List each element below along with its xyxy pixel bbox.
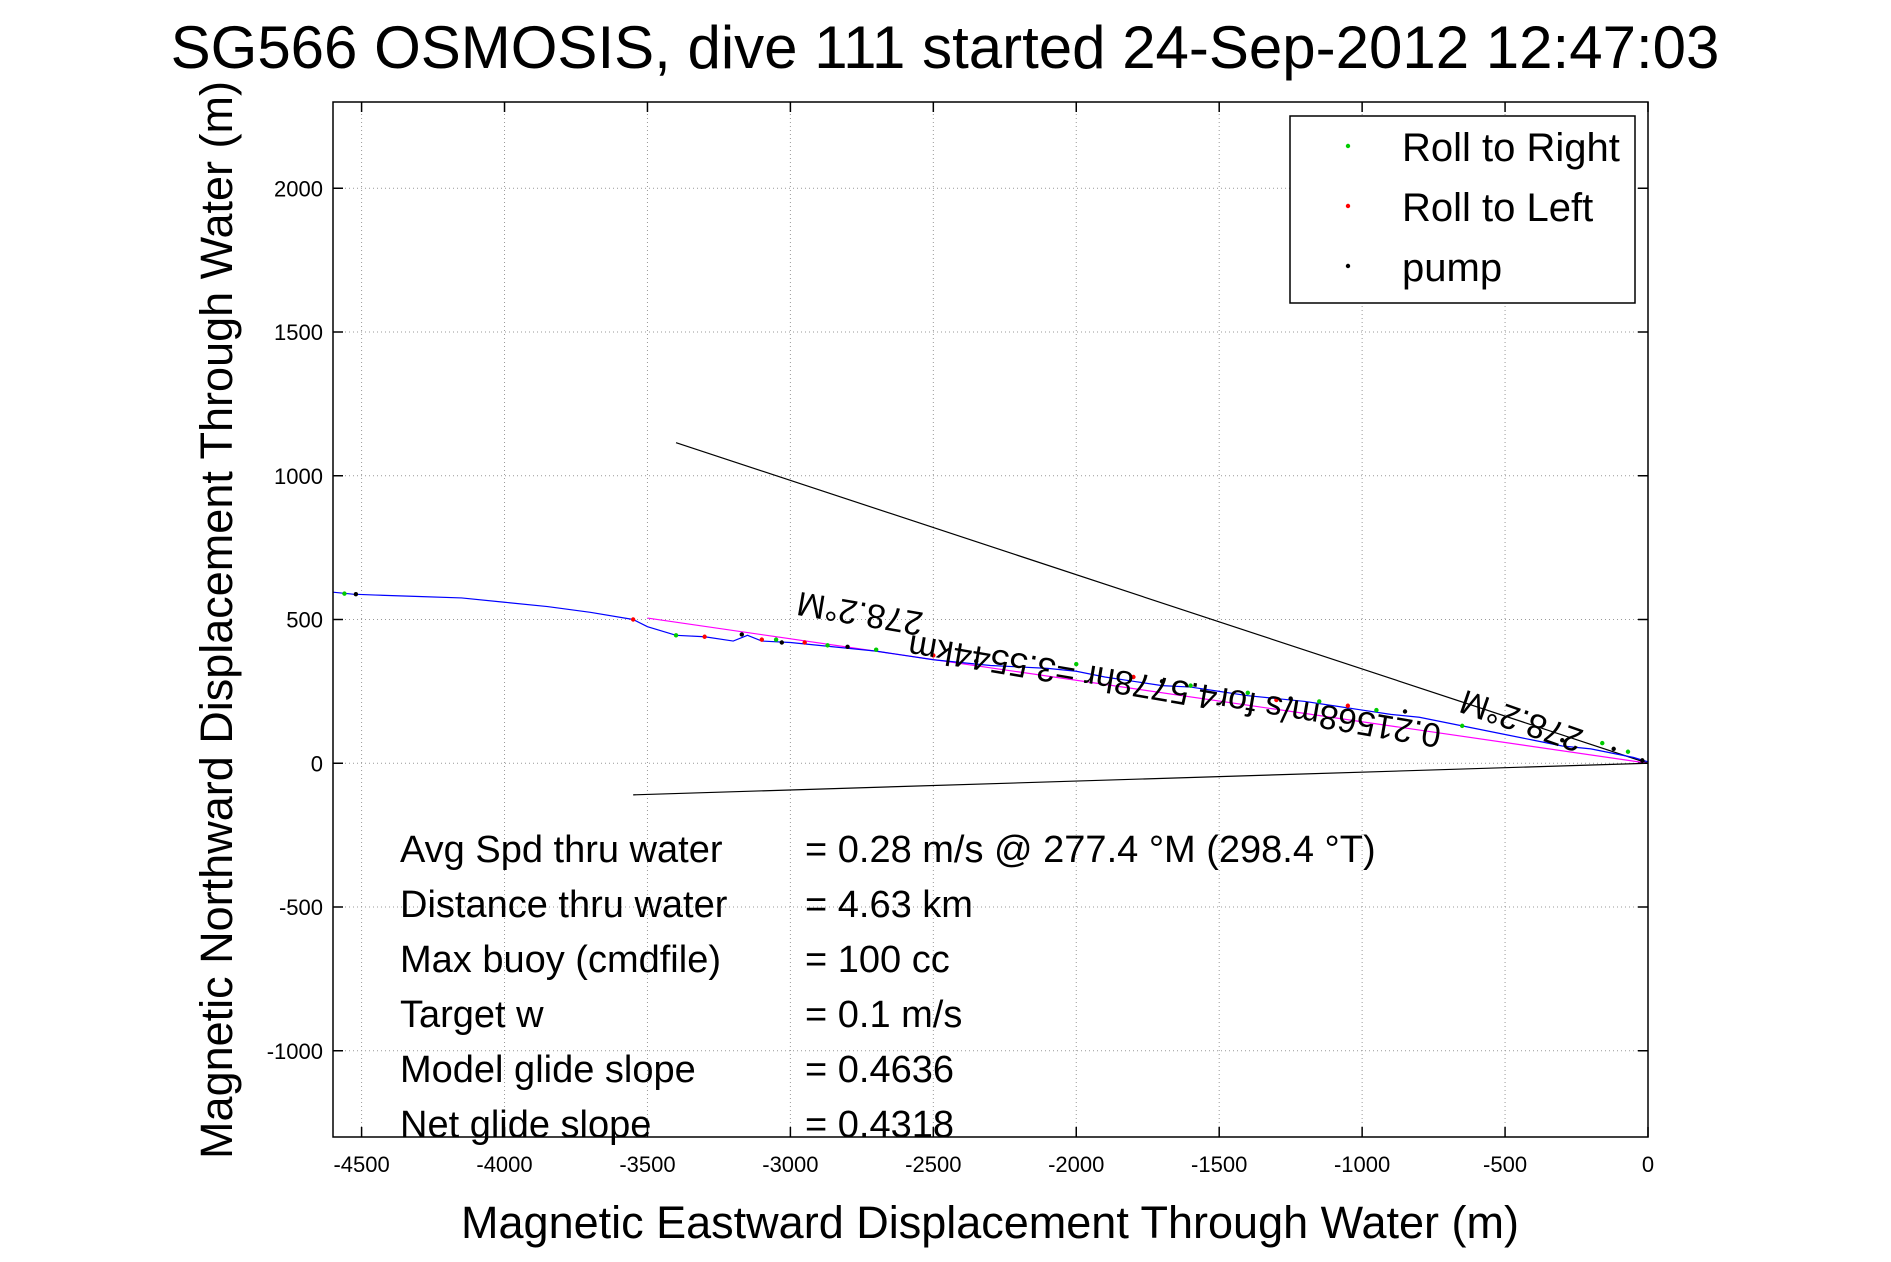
- y-tick-label: -1000: [267, 1039, 323, 1064]
- stat-value: = 0.1 m/s: [805, 994, 962, 1036]
- stat-label: Model glide slope: [400, 1049, 696, 1091]
- pump-point: [353, 592, 359, 597]
- roll-left-point: [931, 653, 936, 658]
- roll-left-point: [1274, 697, 1279, 703]
- y-tick-label: 500: [286, 608, 323, 633]
- legend-marker: [1345, 263, 1351, 269]
- net-course-line: [647, 617, 1649, 764]
- pump-point: [1640, 758, 1645, 763]
- legend-marker: [1345, 143, 1351, 149]
- stat-label: Distance thru water: [400, 884, 728, 926]
- roll-left-point: [702, 634, 707, 639]
- pump-point: [1402, 709, 1408, 714]
- legend-label: pump: [1402, 246, 1502, 290]
- roll-left-point: [802, 640, 807, 645]
- plot-content: 278.2°M0.21568m/s for4.5778hr =3.5544km 2…: [332, 442, 1649, 796]
- legend-label: Roll to Left: [1402, 186, 1593, 230]
- heading-bracket-line: [675, 442, 1649, 764]
- heading-bracket-line: [633, 762, 1649, 796]
- stat-label: Target w: [400, 994, 544, 1036]
- x-tick-label: -4500: [333, 1152, 389, 1177]
- x-tick-label: -4000: [476, 1152, 532, 1177]
- legend-marker: [1345, 203, 1351, 209]
- pump-point: [1560, 738, 1565, 743]
- stat-label: Avg Spd thru water: [400, 829, 723, 871]
- y-tick-label: 0: [311, 751, 323, 776]
- roll-right-point: [1188, 683, 1193, 688]
- x-tick-label: -3500: [619, 1152, 675, 1177]
- roll-right-point: [673, 633, 679, 638]
- chart-title: SG566 OSMOSIS, dive 111 started 24-Sep-2…: [171, 14, 1720, 81]
- pump-point: [1611, 746, 1616, 752]
- legend: Roll to Right Roll to Left pump: [1289, 115, 1636, 304]
- pump-point: [974, 658, 979, 664]
- x-tick-label: -2500: [905, 1152, 961, 1177]
- roll-right-point: [1317, 699, 1322, 704]
- legend-label: Roll to Right: [1402, 126, 1620, 170]
- x-tick-label: -3000: [762, 1152, 818, 1177]
- y-tick-label: 2000: [274, 176, 323, 201]
- stat-value: = 4.63 km: [805, 884, 973, 926]
- x-tick-label: 0: [1642, 1152, 1654, 1177]
- roll-right-point: [873, 647, 879, 652]
- stat-value: = 100 cc: [805, 939, 950, 981]
- y-tick-label: 1500: [274, 320, 323, 345]
- pump-point: [739, 632, 744, 637]
- roll-right-point: [825, 643, 830, 648]
- y-axis-label: Magnetic Northward Displacement Through …: [191, 81, 242, 1159]
- x-tick-label: -2000: [1048, 1152, 1104, 1177]
- track-line: [332, 591, 1649, 763]
- x-tick-label: -1000: [1334, 1152, 1390, 1177]
- heading-annotation: 0.21568m/s for4.5778hr =3.5544km: [905, 627, 1443, 754]
- roll-left-point: [630, 617, 636, 622]
- roll-right-point: [342, 591, 347, 596]
- stat-label: Net glide slope: [400, 1104, 651, 1146]
- stat-value: = 0.4636: [805, 1049, 954, 1091]
- y-tick-label: 1000: [274, 464, 323, 489]
- roll-left-point: [1131, 674, 1136, 680]
- pump-point: [779, 640, 785, 645]
- roll-right-point: [1374, 707, 1379, 713]
- roll-left-point: [1345, 703, 1351, 708]
- stat-value: = 0.4318: [805, 1104, 954, 1146]
- stat-label: Max buoy (cmdfile): [400, 939, 721, 981]
- roll-right-point: [1600, 740, 1605, 746]
- roll-right-point: [1074, 661, 1079, 667]
- roll-right-point: [1459, 723, 1465, 729]
- pump-point: [1288, 696, 1293, 701]
- x-axis-label: Magnetic Eastward Displacement Through W…: [461, 1197, 1519, 1248]
- heading-annotation: 278.2°M: [1455, 682, 1587, 759]
- ticks: -4500 -4000 -3500 -3000 -2500 -2000 -1500 -1000…: [267, 102, 1654, 1177]
- roll-right-point: [1625, 749, 1631, 754]
- pump-point: [845, 644, 850, 650]
- roll-right-point: [773, 637, 779, 642]
- stats-block: Avg Spd thru water = 0.28 m/s @ 277.4 °M …: [400, 829, 1376, 1146]
- x-tick-label: -500: [1483, 1152, 1527, 1177]
- stat-value: = 0.28 m/s @ 277.4 °M (298.4 °T): [805, 829, 1376, 871]
- roll-right-point: [1245, 690, 1250, 696]
- x-tick-label: -1500: [1191, 1152, 1247, 1177]
- roll-left-point: [759, 637, 765, 642]
- pump-point: [1159, 679, 1165, 684]
- heading-annotation: 278.2°M: [794, 584, 926, 643]
- y-tick-label: -500: [279, 895, 323, 920]
